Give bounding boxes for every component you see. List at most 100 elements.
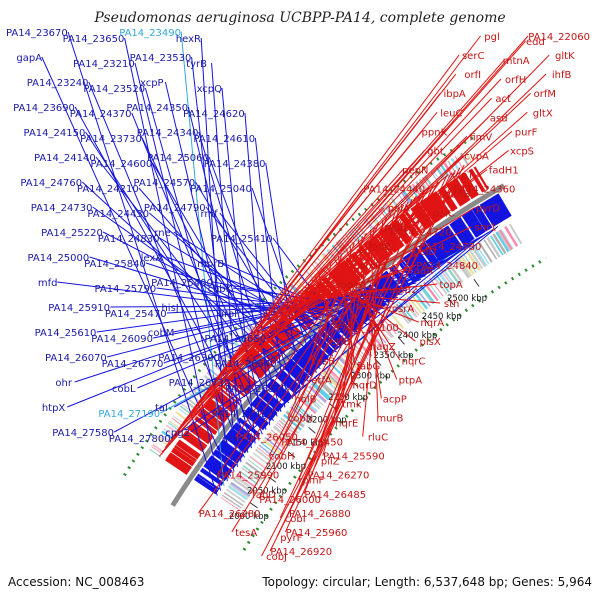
minus-gene-label: cobK: [208, 284, 233, 295]
feature-band-segment: [317, 377, 335, 394]
plus-gene-label: nagZ: [370, 342, 396, 353]
feature-band-segment: [220, 497, 241, 511]
feature-band-segment: [429, 277, 444, 297]
feature-band-outer-segment: [438, 166, 447, 179]
feature-band-outer-segment: [151, 445, 164, 455]
minus-gene-label: PA14_26770: [102, 359, 164, 370]
minus-gene-label: cobM: [148, 328, 175, 339]
feature-band-segment: [445, 265, 461, 286]
plus-leader-line: [307, 283, 345, 304]
plus-gene-label: PA14_25960: [286, 528, 348, 539]
feature-band-outer-segment: [175, 411, 188, 422]
feature-band-segment: [230, 481, 251, 497]
plus-gene-label: pyrD: [476, 204, 500, 215]
plus-leader-line: [179, 78, 502, 428]
plus-gene-label: cobJ: [266, 552, 287, 563]
minus-gene-label: PA14_26070: [45, 353, 107, 364]
cds-minus-arrow: [326, 321, 347, 343]
minus-leader-line: [164, 81, 252, 449]
plus-gene-label: fimV: [469, 132, 492, 143]
feature-band-segment: [451, 260, 467, 281]
plus-gene-label: aroP1: [359, 261, 388, 272]
minus-gene-label: PA14_25000: [27, 253, 89, 264]
minus-gene-label: PA14_25040: [190, 184, 252, 195]
feature-band-segment: [456, 256, 472, 278]
kbp-tick-label: 2050 kbp: [247, 487, 287, 497]
plus-leader-line: [270, 250, 412, 321]
cds-minus-arrow: [212, 449, 237, 470]
plus-gene-label: sth: [444, 299, 459, 310]
plus-gene-label: cobN: [288, 413, 313, 424]
feature-band-outer-segment: [454, 156, 464, 169]
feature-band-segment: [434, 273, 450, 293]
minus-gene-label: PA14_25400: [151, 278, 213, 289]
feature-band-segment: [489, 235, 504, 256]
cds-plus-arrow: [175, 440, 200, 460]
plus-gene-label: mtnA: [503, 56, 530, 67]
cds-minus-arrow: [229, 427, 253, 448]
feature-band-outer-segment: [409, 185, 419, 199]
feature-band-segment: [227, 485, 248, 501]
plus-leader-line: [217, 155, 464, 378]
cds-minus-arrow: [216, 443, 241, 464]
feature-band-segment: [409, 292, 425, 312]
minus-gene-label: PA14_24140: [34, 153, 96, 164]
feature-band-segment: [280, 417, 300, 434]
minus-leader-line: [254, 137, 286, 408]
minus-gene-label: PA14_25910: [48, 303, 110, 314]
plus-leader-line: [235, 213, 392, 437]
feature-band-segment: [432, 274, 448, 295]
minus-gene-label: cpg2: [165, 428, 190, 439]
feature-band-outer-segment: [179, 405, 193, 416]
feature-band-segment: [288, 408, 307, 425]
minus-gene-label: PA14_26870: [225, 384, 287, 395]
feature-band-segment: [225, 488, 246, 504]
feature-band-segment: [238, 470, 259, 486]
feature-band-outer-segment: [186, 397, 199, 408]
minus-gene-label: PA14_24830: [98, 234, 160, 245]
feature-band-segment: [380, 316, 397, 335]
feature-band-outer-segment: [447, 160, 456, 174]
plus-gene-label: tmk: [342, 399, 362, 410]
minus-gene-label: PA14_23650: [63, 34, 125, 45]
feature-band-segment: [471, 247, 486, 268]
feature-band-segment: [465, 250, 481, 271]
feature-band-segment: [270, 429, 290, 446]
minus-leader-line: [191, 56, 238, 467]
plus-gene-label: rluC: [368, 433, 388, 444]
minus-leader-line: [205, 206, 330, 361]
kbp-tick-label: 2100 kbp: [266, 462, 306, 472]
label-leader-lines: [41, 31, 550, 557]
minus-gene-label: PA14_26650: [204, 334, 266, 345]
minus-gene-label: PA14_24150: [24, 128, 86, 139]
minus-gene-label: PA14_24340: [137, 128, 199, 139]
cds-plus-arrow: [381, 226, 402, 251]
plus-leader-line: [198, 116, 489, 403]
minus-gene-label: tyrB: [186, 59, 207, 70]
feature-band-segment: [406, 294, 422, 314]
plus-leader-line: [252, 207, 385, 339]
minus-gene-label: mfd: [38, 278, 58, 289]
feature-band-outer-segment: [159, 433, 172, 443]
minus-leader-line: [187, 106, 267, 430]
plus-gene-label: holB: [294, 394, 316, 405]
feature-band-outer-segment: [294, 277, 306, 290]
feature-band-segment: [309, 385, 327, 402]
plus-leader-line: [268, 204, 405, 456]
plus-gene-label: psrA: [392, 304, 415, 315]
plus-gene-label: purF: [515, 127, 538, 138]
plus-leader-line: [231, 170, 456, 533]
plus-gene-label: snr1: [475, 223, 497, 234]
minus-gene-label: PA14_24350: [126, 103, 188, 114]
plus-gene-label: ppnK: [422, 127, 448, 138]
feature-band-segment: [422, 281, 439, 302]
plus-gene-label: serC: [462, 51, 484, 62]
plus-gene-label: ihfB: [552, 70, 572, 81]
feature-band-segment: [495, 231, 510, 253]
cds-minus-arrow: [268, 380, 291, 401]
plus-leader-line: [309, 252, 343, 361]
kbp-tick-label: 2200 kbp: [307, 415, 347, 425]
feature-band-segment: [385, 312, 402, 331]
plus-gene-label: PA14_25590: [323, 452, 385, 463]
minus-gene-label: aroF: [218, 309, 240, 320]
